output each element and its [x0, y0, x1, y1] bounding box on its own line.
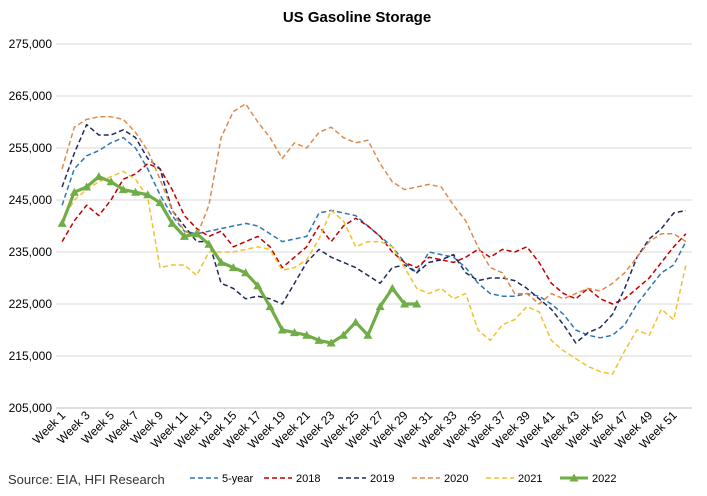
- series-line-2018: [61, 162, 687, 305]
- y-tick-label: 215,000: [9, 349, 53, 363]
- data-point-2022: [57, 218, 67, 227]
- y-tick-label: 265,000: [9, 89, 53, 103]
- data-point-2022: [204, 239, 214, 248]
- legend-label-2019: 2019: [370, 473, 394, 485]
- data-point-2022: [302, 330, 312, 339]
- legend: 5-year 2018 2019 2020 2021 2022: [190, 473, 616, 485]
- y-tick-label: 255,000: [9, 141, 53, 155]
- data-point-2022: [277, 325, 287, 334]
- data-point-2022: [375, 302, 385, 311]
- y-axis-tick-labels: 275,000 265,000 255,000 245,000 235,000 225,0…: [9, 37, 53, 415]
- chart-title: US Gasoline Storage: [283, 9, 431, 26]
- legend-label-2021: 2021: [518, 473, 542, 485]
- y-tick-label: 225,000: [9, 297, 53, 311]
- data-point-2022: [82, 182, 92, 191]
- data-point-2022: [241, 268, 251, 277]
- data-point-2022: [118, 185, 128, 194]
- series-line-2022: [60, 175, 417, 345]
- data-point-2022: [155, 198, 165, 207]
- legend-label-2020: 2020: [444, 473, 468, 485]
- y-tick-label: 245,000: [9, 193, 53, 207]
- data-point-2022: [228, 263, 238, 272]
- series-line-2021: [61, 170, 687, 375]
- data-point-2022: [192, 229, 202, 238]
- legend-label-5-year: 5-year: [222, 473, 254, 485]
- data-point-2022: [179, 231, 189, 240]
- y-tick-label: 205,000: [9, 401, 53, 415]
- series-line-2019: [61, 123, 687, 344]
- data-point-2022: [69, 187, 79, 196]
- data-point-2022: [216, 257, 226, 266]
- data-point-2022: [400, 299, 410, 308]
- data-point-2022: [351, 317, 361, 326]
- grid-layer: [56, 43, 692, 409]
- legend-marker-2022: [569, 473, 579, 482]
- data-point-2022: [326, 338, 336, 347]
- data-point-2022: [290, 328, 299, 337]
- data-point-2022: [363, 330, 373, 339]
- data-point-2022: [143, 190, 153, 199]
- data-point-2022: [265, 302, 275, 311]
- y-tick-label: 275,000: [9, 37, 53, 51]
- data-point-2022: [167, 218, 177, 227]
- data-point-2022: [94, 172, 104, 181]
- data-point-2022: [106, 177, 116, 186]
- data-point-2022: [338, 330, 348, 339]
- legend-label-2018: 2018: [296, 473, 320, 485]
- data-point-2022: [387, 283, 397, 292]
- legend-label-2022: 2022: [592, 473, 616, 485]
- data-point-2022: [131, 187, 140, 196]
- series-layer: [57, 103, 687, 375]
- y-tick-label: 235,000: [9, 245, 53, 259]
- data-point-2022: [412, 299, 422, 308]
- series-line-2020: [61, 103, 687, 305]
- source-note: Source: EIA, HFI Research: [8, 472, 165, 487]
- data-point-2022: [314, 335, 324, 344]
- data-point-2022: [253, 281, 263, 290]
